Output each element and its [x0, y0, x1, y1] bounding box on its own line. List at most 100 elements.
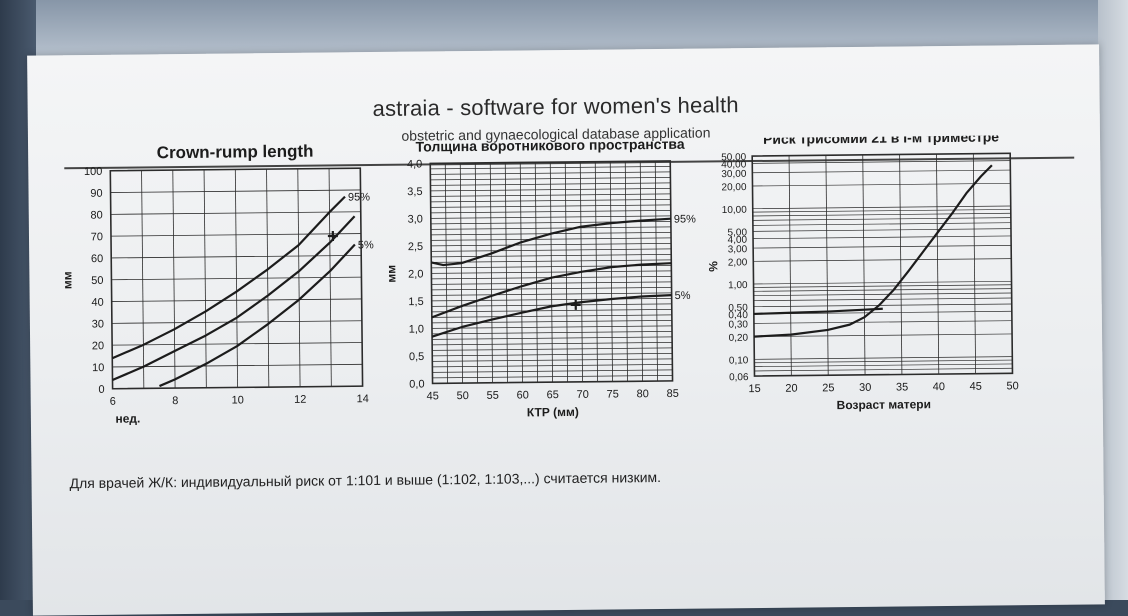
chart-1-x-tick-label: 6 [110, 396, 116, 408]
chart-1-series-line [111, 195, 346, 360]
chart-2-hgrid [430, 199, 671, 203]
chart-3-vgrid [899, 154, 903, 375]
chart-1-x-tick-label: 12 [294, 394, 306, 406]
chart-3-y-tick-label: 0,10 [729, 355, 749, 366]
charts-area: Crown-rump length 6 8 10 12 14 0 10 20 30 40 50 60 70… [60, 134, 1018, 425]
chart-3-hgrid [752, 182, 1011, 187]
chart-1-y-tick-label: 100 [84, 166, 102, 178]
chart-3-hgrid [752, 160, 1011, 164]
chart-3-hgrid [754, 372, 1013, 377]
chart-3-hgrid [752, 212, 1011, 217]
chart-3-x-axis-label: Возраст матери [837, 397, 931, 412]
chart-2-hgrid [430, 204, 671, 208]
chart-2-hgrid [430, 193, 671, 197]
chart-2-x-axis-label: КТР (мм) [527, 405, 579, 420]
chart-2-y-tick-label: 1,0 [409, 323, 424, 335]
chart-2-hgrid [432, 353, 673, 357]
chart-1-hgrid [110, 167, 361, 172]
chart-3-hgrid [753, 297, 1012, 302]
chart-2-hgrid [432, 358, 673, 362]
chart-3-x-tick-label: 35 [896, 381, 908, 393]
chart-2-hgrid [431, 254, 672, 258]
chart-2-y-tick-label: 4,0 [407, 158, 422, 170]
chart-1-x-axis-label: нед. [115, 411, 140, 425]
chart-1-series-label: 5% [358, 239, 374, 251]
chart-3-hgrid [752, 222, 1011, 226]
printed-sheet: astraia - software for women's health ob… [27, 44, 1105, 616]
chart-1-y-tick-label: 90 [90, 188, 102, 200]
chart-2-hgrid [432, 336, 673, 340]
chart-3-series-line [753, 307, 883, 316]
chart-2-hgrid [432, 369, 673, 373]
chart-1-y-tick-label: 60 [91, 253, 103, 265]
chart-2-y-tick-label: 3,5 [407, 186, 422, 198]
chart-3-y-tick-label: 0,06 [729, 372, 749, 383]
chart-2-y-tick-label: 0,0 [409, 378, 424, 390]
chart-1-hgrid [112, 363, 363, 368]
chart-2-y-tick-label: 3,0 [407, 213, 422, 225]
chart-2-x-tick-label: 60 [516, 389, 528, 401]
chart-1-y-tick-label: 0 [98, 384, 104, 396]
chart-3-hgrid [754, 333, 1013, 337]
chart-3-hgrid [753, 284, 1012, 288]
chart-3-y-tick-label: 30,00 [721, 169, 747, 180]
chart-2-hgrid [432, 380, 673, 384]
chart-3-vgrid [1009, 153, 1013, 374]
chart-1-y-tick-label: 50 [91, 275, 103, 287]
chart-2-hgrid [431, 287, 672, 291]
chart-1-hgrid [112, 342, 363, 346]
chart-2-hgrid [431, 248, 672, 252]
chart-2-hgrid [432, 342, 673, 346]
chart-2-y-tick-label: 0,5 [409, 351, 424, 363]
chart-2-x-tick-label: 45 [427, 390, 439, 402]
chart-1-y-tick-label: 40 [91, 297, 103, 309]
chart-1-y-tick-label: 70 [91, 231, 103, 243]
chart-3-hgrid [754, 359, 1013, 364]
chart-2-y-tick-label: 1,5 [408, 296, 423, 308]
chart-3-y-tick-label: 20,00 [721, 182, 747, 193]
chart-3-y-tick-label: 40,00 [721, 159, 747, 170]
chart-1-y-tick-label: 80 [90, 209, 102, 221]
chart-2-series-line [431, 293, 672, 338]
chart-3-vgrid [825, 155, 829, 376]
chart-3-y-tick-label: 5,00 [727, 227, 747, 238]
chart-3-hgrid [752, 228, 1011, 232]
chart-3-hgrid [752, 205, 1011, 210]
chart-2-hgrid [431, 314, 672, 318]
chart-3-hgrid [753, 288, 1012, 292]
chart-2-hgrid [431, 281, 672, 285]
chart-1-series-line [112, 215, 356, 382]
chart-3-x-tick-label: 50 [1006, 380, 1018, 392]
chart-2-hgrid [431, 309, 672, 313]
chart-1-series-label: 95% [348, 191, 370, 203]
chart-3-x-tick-label: 45 [970, 381, 982, 393]
chart-2-hgrid [432, 375, 673, 379]
chart-3-y-tick-label: 0,40 [728, 310, 748, 321]
chart-3-y-tick-label: 0,20 [729, 333, 749, 344]
chart-1-hgrid [110, 233, 361, 237]
chart-2-x-tick-label: 55 [486, 390, 498, 402]
chart-2-hgrid [432, 347, 673, 351]
chart-3-hgrid [754, 363, 1013, 367]
chart-3-title: Риск трисомии 21 в I-м триместре [763, 134, 999, 147]
chart-2-hgrid [430, 210, 671, 214]
chart-2-hgrid [431, 292, 672, 296]
chart-3-hgrid [753, 235, 1012, 240]
chart-3-hgrid [753, 280, 1012, 285]
chart-1-hgrid [111, 276, 362, 281]
chart-2-hgrid [431, 237, 672, 241]
chart-1-hgrid [112, 385, 363, 390]
chart-1-y-tick-label: 10 [92, 362, 104, 374]
chart-3-series-line [754, 164, 993, 338]
chart-3-vgrid [936, 154, 940, 375]
chart-2-x-tick-label: 85 [666, 388, 678, 400]
chart-3-hgrid [753, 258, 1012, 262]
page-title: astraia - software for women's health [372, 92, 739, 122]
chart-3-vgrid [788, 155, 792, 376]
chart-1-patient-marker [327, 231, 338, 242]
chart-1-x-tick-label: 14 [357, 393, 369, 405]
chart-3-vgrid [862, 154, 866, 375]
chart-1-x-tick-label: 8 [172, 395, 178, 407]
chart-3-y-tick-label: 3,00 [728, 244, 748, 255]
chart-2-y-tick-label: 2,0 [408, 268, 423, 280]
